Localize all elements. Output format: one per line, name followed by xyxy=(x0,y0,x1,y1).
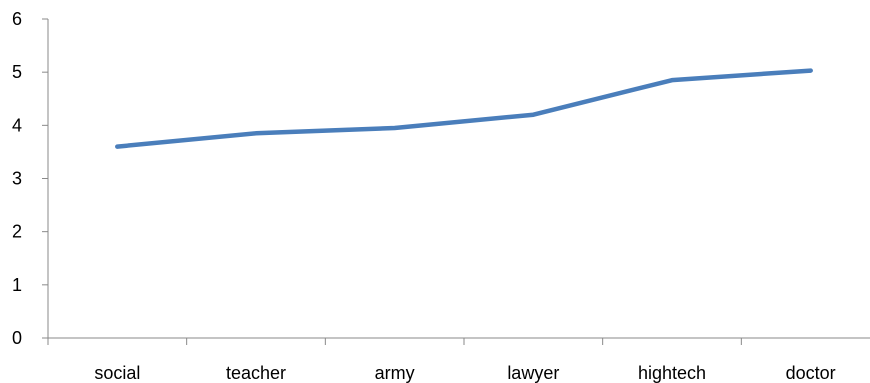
x-category-label: lawyer xyxy=(507,363,559,383)
y-tick-label: 3 xyxy=(12,169,22,189)
y-tick-label: 2 xyxy=(12,222,22,242)
x-axis: social teacher army lawyer hightech doctor xyxy=(47,337,870,383)
y-axis: 0 1 2 3 4 5 6 xyxy=(12,9,49,348)
series-lines xyxy=(115,68,813,149)
y-tick-label: 6 xyxy=(12,9,22,29)
x-category-label: doctor xyxy=(786,363,836,383)
y-tick-label: 5 xyxy=(12,62,22,82)
data-point-doctor xyxy=(808,68,813,73)
y-tick-label: 1 xyxy=(12,275,22,295)
x-category-label: hightech xyxy=(638,363,706,383)
x-category-label: army xyxy=(375,363,415,383)
data-point-social xyxy=(115,144,120,149)
data-point-army xyxy=(392,125,397,130)
series-line xyxy=(115,68,813,149)
y-tick-label: 4 xyxy=(12,115,22,135)
x-category-label: social xyxy=(94,363,140,383)
data-point-teacher xyxy=(254,131,258,136)
y-tick-label: 0 xyxy=(12,328,22,348)
x-category-label: teacher xyxy=(226,363,286,383)
data-point-hightech xyxy=(670,78,674,83)
data-point-lawyer xyxy=(531,112,536,117)
